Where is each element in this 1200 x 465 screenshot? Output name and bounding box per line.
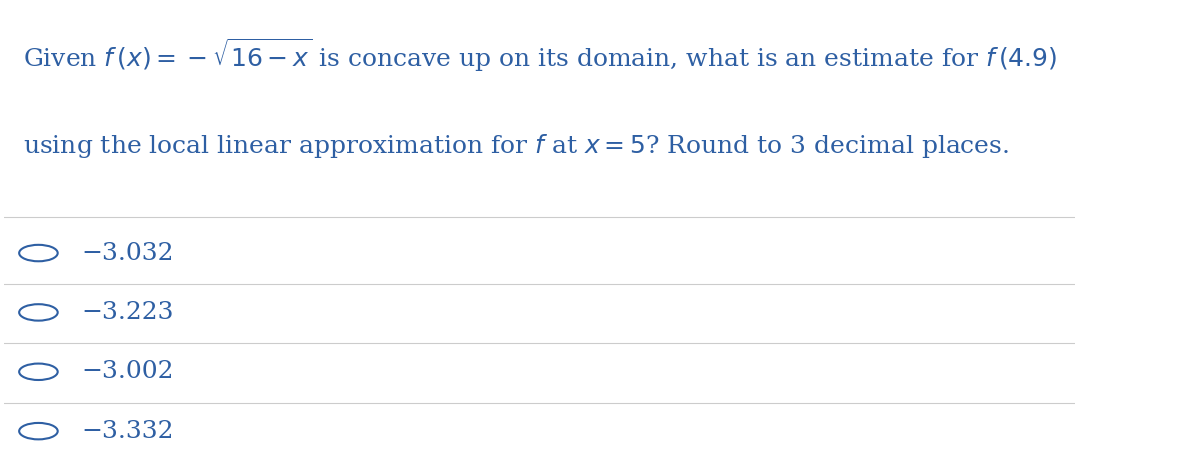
Text: −3.332: −3.332 xyxy=(82,419,174,443)
Text: using the local linear approximation for $f$ at $x = 5$? Round to 3 decimal plac: using the local linear approximation for… xyxy=(24,132,1009,160)
Text: −3.002: −3.002 xyxy=(82,360,174,383)
Text: −3.032: −3.032 xyxy=(82,241,174,265)
Text: Given $f\,(x) = -\sqrt{16 - x}$ is concave up on its domain, what is an estimate: Given $f\,(x) = -\sqrt{16 - x}$ is conca… xyxy=(24,36,1057,73)
Text: −3.223: −3.223 xyxy=(82,301,174,324)
